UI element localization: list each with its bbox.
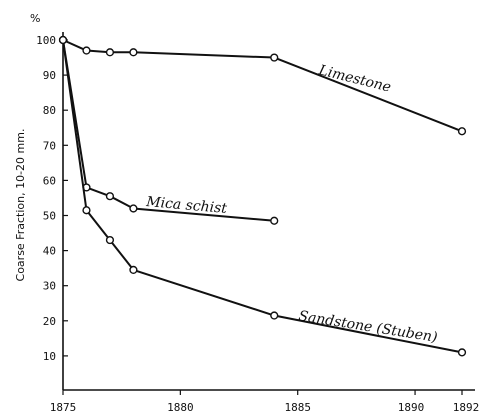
y-tick-label: 80	[43, 104, 56, 117]
x-tick-label: 1875	[50, 401, 77, 414]
data-point	[270, 216, 279, 225]
y-tick-label: 90	[43, 69, 56, 82]
data-point	[82, 206, 91, 215]
y-tick-label: 50	[43, 210, 56, 223]
y-tick-label: 70	[43, 139, 56, 152]
chart-ticks: 10 20 30 40 50 60 70 80 90 100 1875 1880 1885 1890 189…	[36, 34, 479, 414]
x-tick-label: 1890	[398, 401, 425, 414]
chart-labels: % Coarse Fraction, 10-20 mm. Limestone Mica…	[14, 12, 438, 346]
series-label: Limestone	[316, 62, 393, 96]
data-point	[82, 46, 91, 55]
series-line	[62, 39, 463, 133]
data-point	[457, 348, 467, 357]
y-tick-label: 40	[43, 245, 56, 258]
data-point	[270, 53, 279, 62]
data-point	[129, 48, 138, 57]
x-tick-label: 1892	[453, 401, 480, 414]
data-point	[129, 204, 138, 213]
chart-series	[58, 35, 467, 357]
data-point	[457, 127, 467, 136]
data-point	[129, 265, 138, 275]
series-line	[62, 39, 463, 354]
y-unit-label: %	[30, 12, 40, 25]
x-tick-label: 1885	[284, 401, 311, 414]
data-point	[58, 35, 68, 45]
y-axis-title: Coarse Fraction, 10-20 mm.	[14, 129, 27, 282]
series-label: Mica schist	[145, 194, 228, 217]
data-point	[105, 48, 115, 57]
y-tick-label: 30	[43, 280, 56, 293]
y-tick-label: 20	[43, 315, 56, 328]
series-line	[62, 39, 275, 222]
series-label: Sandstone (Stuben)	[297, 308, 438, 346]
x-tick-label: 1880	[167, 401, 194, 414]
y-tick-label: 100	[36, 34, 56, 47]
chart-axes	[62, 32, 475, 391]
y-tick-label: 10	[43, 350, 56, 363]
y-tick-label: 60	[43, 174, 56, 187]
data-point	[105, 192, 115, 201]
data-point	[105, 235, 115, 245]
data-point	[270, 311, 279, 320]
